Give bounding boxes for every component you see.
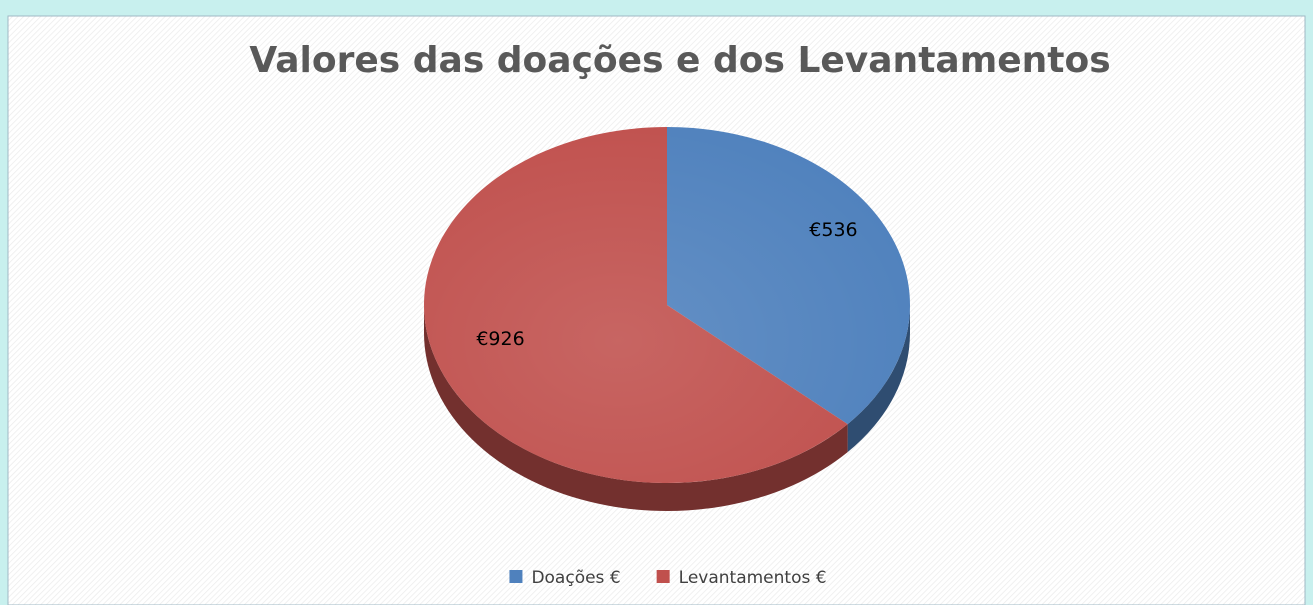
data-label: €926 — [476, 328, 524, 350]
legend-label: Levantamentos € — [679, 568, 827, 588]
data-label: €536 — [809, 219, 857, 241]
pie-shine — [424, 127, 910, 483]
chart-title: Valores das doações e dos Levantamentos — [249, 40, 1110, 81]
pie: €536 €926 — [424, 127, 911, 512]
legend-swatch — [656, 570, 670, 583]
legend-item: Doações € — [509, 568, 621, 588]
legend-swatch — [509, 570, 523, 583]
legend: Doações € Levantamentos € — [509, 568, 827, 588]
slice-side — [424, 305, 848, 512]
legend-label: Doações € — [531, 568, 620, 588]
legend-item: Levantamentos € — [656, 568, 827, 588]
slice-side — [847, 305, 910, 453]
